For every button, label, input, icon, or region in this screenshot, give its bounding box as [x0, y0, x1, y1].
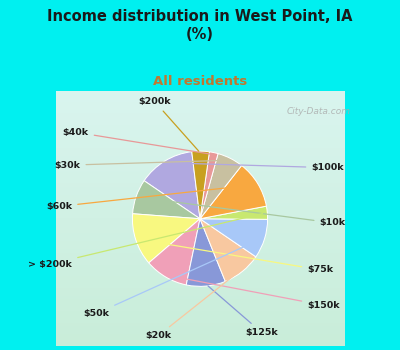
- Wedge shape: [200, 152, 218, 219]
- Text: Income distribution in West Point, IA
(%): Income distribution in West Point, IA (%…: [47, 9, 353, 42]
- Wedge shape: [149, 219, 200, 285]
- Text: > $200k: > $200k: [28, 214, 262, 268]
- Text: $10k: $10k: [141, 197, 346, 228]
- Wedge shape: [192, 151, 210, 219]
- Wedge shape: [186, 219, 225, 286]
- Wedge shape: [200, 219, 268, 257]
- Text: $125k: $125k: [208, 286, 278, 337]
- Text: $200k: $200k: [138, 97, 199, 151]
- Text: $60k: $60k: [46, 185, 253, 211]
- Wedge shape: [144, 152, 200, 219]
- Wedge shape: [133, 181, 200, 219]
- Text: City-Data.com: City-Data.com: [286, 107, 350, 117]
- Text: $100k: $100k: [169, 163, 344, 172]
- Text: All residents: All residents: [153, 75, 247, 88]
- Text: $50k: $50k: [83, 239, 260, 318]
- Text: $75k: $75k: [140, 240, 333, 274]
- Text: $20k: $20k: [145, 272, 239, 340]
- Wedge shape: [200, 154, 242, 219]
- Text: $40k: $40k: [63, 128, 211, 154]
- Wedge shape: [200, 166, 266, 219]
- Text: $30k: $30k: [54, 160, 227, 170]
- Wedge shape: [200, 219, 256, 281]
- Wedge shape: [200, 206, 268, 219]
- Wedge shape: [132, 214, 200, 263]
- Text: $150k: $150k: [170, 276, 340, 310]
